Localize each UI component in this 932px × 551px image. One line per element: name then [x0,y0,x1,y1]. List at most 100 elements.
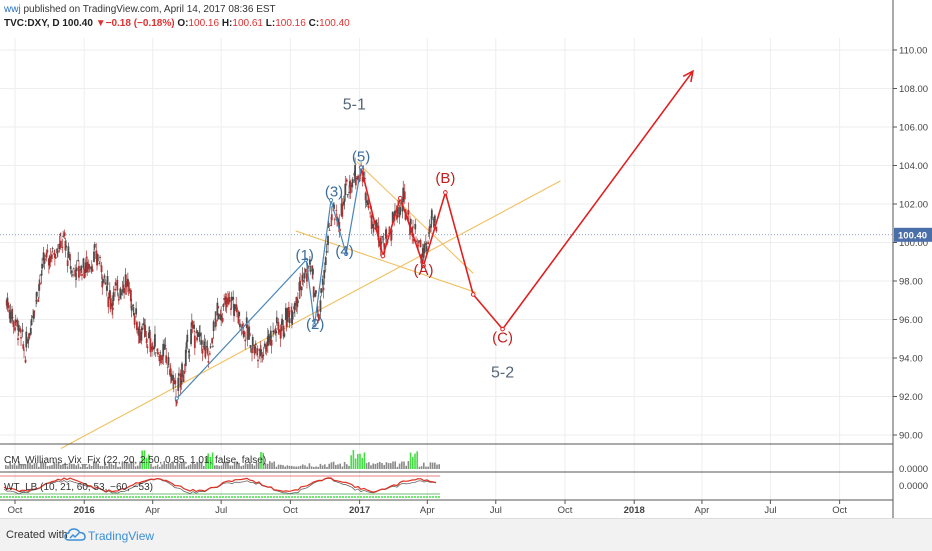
time-axis[interactable]: Oct 2016 Apr Jul Oct 2017 Apr Jul Oct 2018 Apr Jul O… [0,499,893,516]
vix-bar [365,463,368,469]
candle-body [14,319,17,323]
candle-body [61,246,64,248]
vix-bar [418,466,421,469]
candle-body [309,259,311,265]
candle-body [182,374,185,383]
candle-body [423,243,426,253]
candle-body [202,346,204,348]
vix-bar [244,463,247,469]
candle-body [104,282,107,285]
candle-body [128,288,131,292]
candle-body [312,268,314,275]
candle-body [243,332,246,335]
candle-body [151,345,154,351]
vix-bar [198,461,201,469]
vix-bar [97,463,99,469]
candle-body [196,331,199,337]
candle-body [254,343,257,346]
candle-body [214,318,217,320]
candle-body [241,324,244,329]
vix-bar [383,465,385,469]
vix-bar [203,466,205,469]
candle-body [409,218,412,225]
vix-bar [134,466,137,469]
vix-bar [271,462,273,469]
vix-bar [414,453,416,469]
vix-bar [214,465,216,469]
vix-bar [236,461,238,469]
price-chart[interactable]: (1) (2) (3) (4) (5) (A) (B) (C) 5-1 5-2 CM_Willia… [0,0,932,518]
vix-bar [405,465,407,469]
candle-body [111,303,113,307]
candle-body [42,252,45,261]
candle-body [364,192,367,201]
candle-body [95,250,98,259]
vix-bar [374,463,377,469]
wave-degree-label: 5-2 [491,364,514,381]
vix-bar [291,465,293,469]
vix-bar [394,461,396,469]
candle-body [153,347,156,350]
candle-body [86,261,89,273]
vix-bar [225,461,227,469]
vix-bar [284,466,286,469]
vix-bar [253,465,256,469]
impulse-wave-label: (4) [335,243,353,260]
vix-bar [145,457,148,469]
corrective-wave-path [360,70,694,331]
vix-bar [434,462,436,469]
candle-body [200,340,203,345]
price-tick-label: 100.00 [899,238,928,249]
candle-body [216,302,219,316]
candle-body [67,246,70,258]
candle-body [319,300,322,312]
vix-bar [227,461,229,469]
candle-body [239,323,241,328]
candle-body [11,309,13,320]
vix-bar [277,464,280,469]
candle-body [117,294,119,296]
vix-bar [436,464,438,469]
tradingview-cloud-icon[interactable] [64,527,86,543]
wt-label: WT_LB (10, 21, 60, 53, −60, −53) [4,482,153,493]
vix-bar [73,463,75,469]
candle-body [38,282,41,285]
candle-body [422,248,425,259]
vix-bar [379,461,381,469]
candle-body [377,225,380,241]
vix-bar [53,461,55,469]
wave-degree-label: 5-1 [343,97,366,114]
vix-bar [273,461,275,469]
wt-indicator: WT_LB (10, 21, 60, 53, −60, −53) 0.0000 [0,475,928,498]
vix-bar [187,465,190,469]
candle-body [19,328,22,331]
vix-bar [315,466,317,469]
candle-body [105,286,108,291]
price-axis[interactable]: 110.00 108.00 106.00 104.00 102.00 100.00 98.0… [892,0,932,518]
candle-body [366,200,369,206]
candle-body [77,259,80,262]
author-name[interactable]: wwj [4,4,21,15]
candle-body [40,273,43,276]
vix-bar [192,462,194,469]
vix-bar [49,465,51,469]
candle-body [328,230,331,231]
vix-bar [132,461,135,469]
vix-bar [29,462,31,469]
candle-body [21,329,24,332]
candle-body [44,258,46,260]
candle-body [114,288,116,291]
wave-node [470,292,476,297]
vix-bar [368,462,370,469]
candle-body [263,343,266,347]
candle-body [256,348,259,356]
candle-body [418,240,420,242]
candle-body [299,280,302,290]
vix-bar [42,462,44,469]
candle-body [407,210,410,215]
candle-body [269,330,272,338]
tradingview-brand-link[interactable]: TradingView [88,529,155,543]
vix-bar [416,451,418,469]
vix-bar [66,466,69,469]
candle-body [217,306,220,309]
